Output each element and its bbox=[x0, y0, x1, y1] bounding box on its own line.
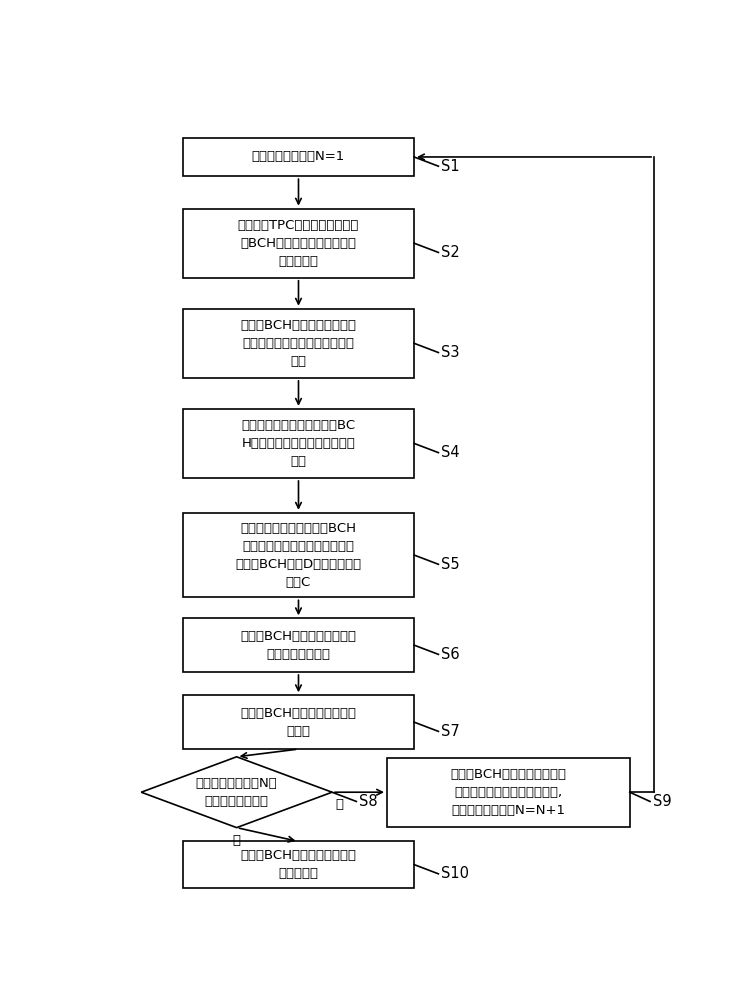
Text: S8: S8 bbox=[360, 794, 377, 809]
Text: 当前迭代译码次数N是
否达到最大配置值: 当前迭代译码次数N是 否达到最大配置值 bbox=[195, 777, 278, 808]
Bar bbox=[183, 209, 414, 278]
Text: S5: S5 bbox=[442, 557, 460, 572]
Text: 对每行BCH码逐比特进行外信
息计算: 对每行BCH码逐比特进行外信 息计算 bbox=[240, 707, 357, 738]
Bar bbox=[183, 618, 414, 672]
Text: S10: S10 bbox=[442, 866, 469, 881]
Polygon shape bbox=[141, 757, 332, 828]
Text: 对每行BCH码软信息逐比特计
算下次迭代译码的输入软信息,
当前迭代译码次数N=N+1: 对每行BCH码软信息逐比特计 算下次迭代译码的输入软信息, 当前迭代译码次数N=… bbox=[451, 768, 566, 817]
Text: 是: 是 bbox=[233, 834, 241, 847]
Bar bbox=[183, 841, 414, 888]
Bar bbox=[183, 309, 414, 378]
Bar bbox=[183, 695, 414, 749]
Bar bbox=[387, 758, 630, 827]
Text: 将若干个待译码码字输入到BC
H译码器进行译码得到若干候选
码字: 将若干个待译码码字输入到BC H译码器进行译码得到若干候选 码字 bbox=[242, 419, 356, 468]
Text: S3: S3 bbox=[442, 345, 460, 360]
Text: S2: S2 bbox=[442, 245, 460, 260]
Text: S1: S1 bbox=[442, 159, 460, 174]
Text: S4: S4 bbox=[442, 445, 460, 460]
Text: 将候选码字与对应输入的BCH
码软信息分别计算欧氏距离，确
定每行BCH码的D码字以及竞争
码字C: 将候选码字与对应输入的BCH 码软信息分别计算欧氏距离，确 定每行BCH码的D码… bbox=[236, 522, 362, 589]
Text: 对待译码TPC码块输入的任意一
行BCH码软信息确定一定数量
的不可靠位: 对待译码TPC码块输入的任意一 行BCH码软信息确定一定数量 的不可靠位 bbox=[238, 219, 359, 268]
Text: 否: 否 bbox=[335, 798, 343, 811]
Bar bbox=[183, 513, 414, 597]
Text: S6: S6 bbox=[442, 647, 460, 662]
Text: S7: S7 bbox=[442, 724, 460, 739]
Text: 对每行BCH码逐比特计算最终
软译码输出: 对每行BCH码逐比特计算最终 软译码输出 bbox=[240, 849, 357, 880]
Text: 将每行BCH码软信息硬判，并
根据不可靠位得到若干个待译码
码字: 将每行BCH码软信息硬判，并 根据不可靠位得到若干个待译码 码字 bbox=[240, 319, 357, 368]
Text: 当前迭代译码次数N=1: 当前迭代译码次数N=1 bbox=[252, 150, 345, 163]
Text: 对每行BCH码软信息逐比特进
行初步软信息计算: 对每行BCH码软信息逐比特进 行初步软信息计算 bbox=[240, 630, 357, 661]
Bar bbox=[183, 138, 414, 176]
Text: S9: S9 bbox=[653, 794, 671, 809]
Bar bbox=[183, 409, 414, 478]
